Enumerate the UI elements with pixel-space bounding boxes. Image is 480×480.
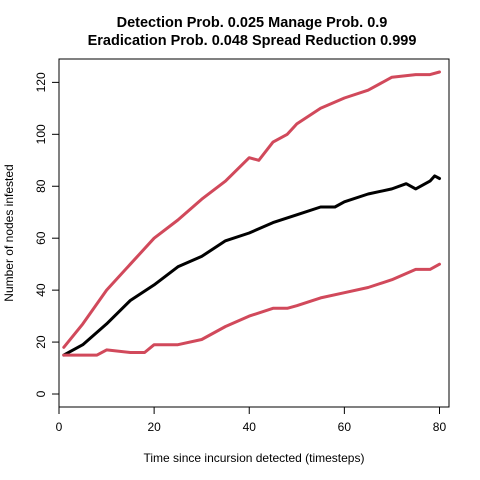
y-axis: 0 20 40 60 80 100 120 (34, 72, 60, 397)
y-tick-label: 60 (34, 231, 48, 245)
chart-title-line-1: Detection Prob. 0.025 Manage Prob. 0.9 (117, 15, 388, 31)
series-line-upper-bound (62, 70, 441, 349)
series-layer (62, 70, 441, 357)
plot-frame (58, 58, 450, 408)
chart-title-line-2: Eradication Prob. 0.048 Spread Reduction… (88, 33, 417, 49)
series-line-lower-bound (62, 262, 441, 357)
x-axis-label: Time since incursion detected (timesteps… (144, 451, 365, 465)
y-tick-label: 0 (34, 390, 48, 397)
y-axis-label: Number of nodes infested (2, 164, 16, 301)
x-tick-label: 60 (338, 420, 352, 434)
x-tick-label: 20 (147, 420, 161, 434)
x-tick-label: 0 (56, 420, 63, 434)
y-tick-label: 120 (34, 72, 48, 92)
x-axis: 0 20 40 60 80 (56, 406, 447, 434)
y-tick-label: 40 (34, 283, 48, 297)
y-tick-label: 100 (34, 124, 48, 144)
x-tick-label: 40 (243, 420, 257, 434)
y-tick-label: 20 (34, 335, 48, 349)
series-line-mean (62, 174, 441, 357)
x-tick-label: 80 (433, 420, 447, 434)
y-tick-label: 80 (34, 179, 48, 193)
